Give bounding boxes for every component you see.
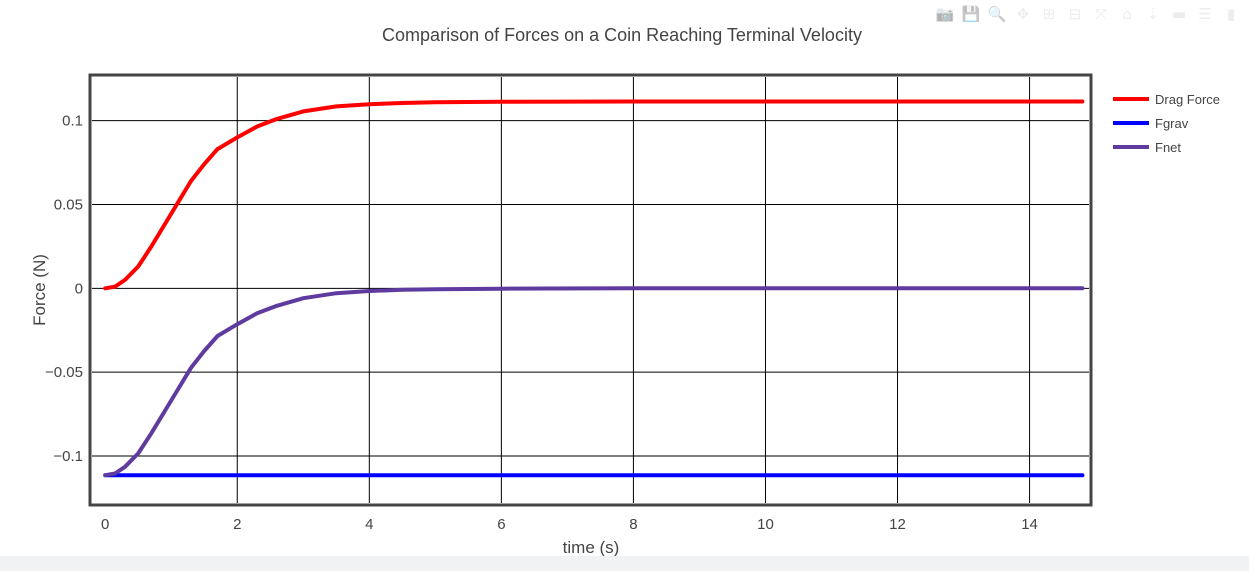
x-tick-label: 8: [629, 516, 637, 533]
pan-icon[interactable]: ✥: [1016, 5, 1030, 23]
legend-item[interactable]: Fgrav: [1113, 116, 1189, 131]
legend-item[interactable]: Fnet: [1113, 140, 1181, 155]
y-tick-label: 0.1: [62, 113, 83, 130]
y-tick-label: 0.05: [54, 196, 83, 213]
hover-closest-icon[interactable]: ▬: [1171, 5, 1187, 23]
series-line-drag-force[interactable]: [103, 99, 1085, 291]
spike-lines-icon[interactable]: ⇣: [1146, 5, 1160, 23]
save-icon[interactable]: 💾: [961, 5, 981, 23]
x-tick-label: 12: [889, 516, 906, 533]
series-lines: [103, 99, 1085, 478]
x-tick-label: 4: [365, 516, 373, 533]
y-tick-label: −0.1: [53, 448, 83, 465]
plotly-logo-icon[interactable]: ▮: [1226, 5, 1236, 23]
x-tick-label: 10: [757, 516, 774, 533]
y-axis-ticks: 0.1 0.05 0 −0.05 −0.1: [45, 113, 83, 465]
y-tick-label: −0.05: [45, 364, 83, 381]
autoscale-icon[interactable]: ⤧: [1094, 5, 1107, 23]
zoom-icon[interactable]: 🔍: [987, 5, 1007, 23]
plot-modebar: 📷 💾 🔍 ✥ ⊞ ⊟ ⤧ ⌂ ⇣ ▬ ☰ ▮: [935, 4, 1241, 24]
x-tick-label: 2: [233, 516, 241, 533]
legend-label: Fgrav: [1155, 116, 1189, 131]
y-axis-label: Force (N): [30, 254, 49, 326]
chart-title: Comparison of Forces on a Coin Reaching …: [382, 25, 862, 45]
x-tick-label: 14: [1021, 516, 1038, 533]
camera-icon[interactable]: 📷: [935, 5, 955, 23]
hover-compare-icon[interactable]: ☰: [1198, 5, 1212, 23]
legend-label: Drag Force: [1155, 92, 1220, 107]
page-footer-bar: [0, 556, 1249, 571]
legend-label: Fnet: [1155, 140, 1181, 155]
legend-item[interactable]: Drag Force: [1113, 92, 1220, 107]
zoom-out-icon[interactable]: ⊟: [1068, 5, 1082, 23]
x-axis-label: time (s): [563, 538, 620, 556]
x-axis-ticks: 0 2 4 6 8 10 12 14: [101, 516, 1038, 533]
y-tick-label: 0: [75, 280, 83, 297]
chart: 0.1 0.05 0 −0.05 −0.1 0 2 4 6 8 10 12 14 Comparison…: [30, 25, 1220, 556]
legend: Drag Force Fgrav Fnet: [1113, 92, 1220, 155]
plot-frame: [88, 73, 1093, 507]
home-icon[interactable]: ⌂: [1122, 5, 1132, 23]
series-line-fnet[interactable]: [103, 286, 1085, 478]
x-tick-label: 6: [497, 516, 505, 533]
x-tick-label: 0: [101, 516, 109, 533]
zoom-in-icon[interactable]: ⊞: [1042, 5, 1056, 23]
